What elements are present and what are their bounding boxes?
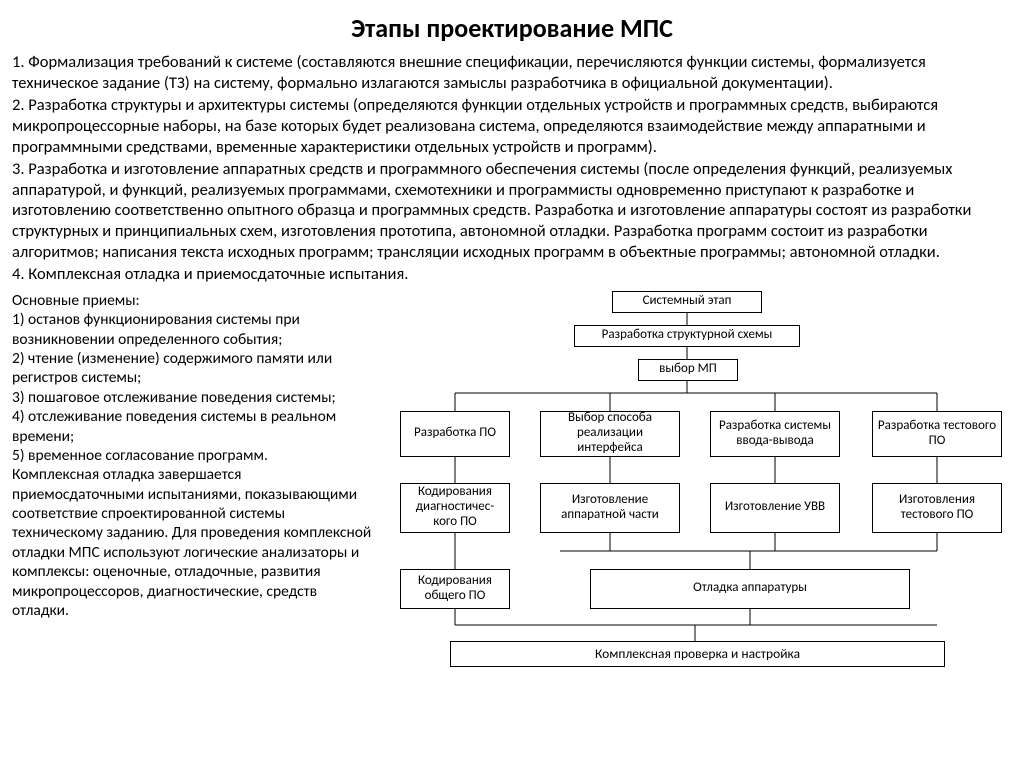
flowchart-node-mp: выбор МП [638,359,738,381]
page-title: Этапы проектирование МПС [12,12,1012,44]
flowchart-node-sys: Системный этап [612,291,762,313]
flowchart: Системный этап Разработка структурной схе… [380,291,1012,681]
methods-tail: Комплексная отладка завершается приемосд… [12,465,372,620]
methods-column: Основные приемы: 1) останов функциониров… [12,291,380,681]
paragraph-1: 1. Формализация требований к системе (со… [12,52,1012,93]
paragraph-4: 4. Комплексная отладка и приемосдаточные… [12,264,1012,285]
flowchart-node-r1a: Разработка ПО [400,411,510,457]
flowchart-node-r3a: Кодирования общего ПО [400,569,510,609]
flowchart-node-r2d: Изготовления тестового ПО [872,483,1002,533]
flowchart-node-r1c: Разработка системы ввода-вывода [710,411,840,457]
method-item-3: 3) пошаговое отслеживание поведения сист… [12,388,372,407]
paragraph-2: 2. Разработка структуры и архитектуры си… [12,95,1012,157]
body-text: 1. Формализация требований к системе (со… [12,52,1012,285]
flowchart-node-final: Комплексная проверка и настройка [450,641,945,667]
method-item-5: 5) временное согласование программ. [12,446,372,465]
flowchart-node-r1b: Выбор способа реализации интерфейса [540,411,680,457]
method-item-1: 1) останов функционирования системы при … [12,310,372,349]
flowchart-node-struct: Разработка структурной схемы [574,325,800,347]
method-item-2: 2) чтение (изменение) содержимого памяти… [12,349,372,388]
flowchart-node-r2b: Изготовление аппаратной части [540,483,680,533]
methods-heading: Основные приемы: [12,291,372,310]
flowchart-node-r2c: Изготовление УВВ [710,483,840,533]
flowchart-node-r1d: Разработка тестового ПО [872,411,1002,457]
method-item-4: 4) отслеживание поведения системы в реал… [12,407,372,446]
flowchart-node-r2a: Кодирования диагностичес-кого ПО [400,483,510,533]
paragraph-3: 3. Разработка и изготовление аппаратных … [12,159,1012,262]
flowchart-node-r3b: Отладка аппаратуры [590,569,910,609]
